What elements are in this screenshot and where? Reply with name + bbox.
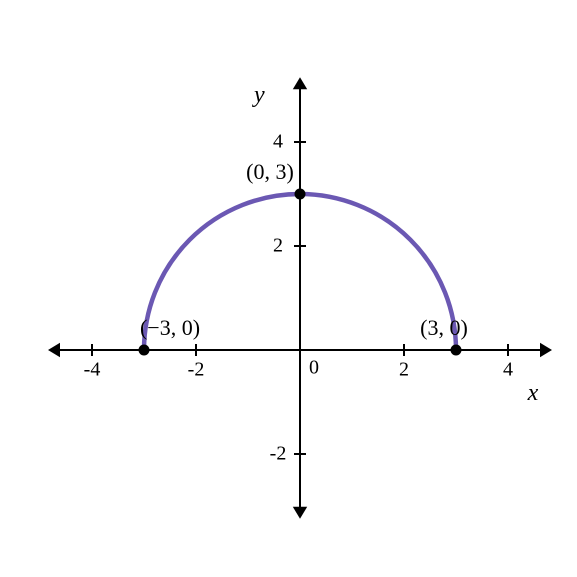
y-tick-label: 2 [273, 235, 283, 258]
y-tick-label: -2 [270, 443, 287, 466]
semicircle-plot: -4-2024-224yx(−3, 0)(0, 3)(3, 0) [0, 0, 577, 577]
x-tick-label: 2 [399, 359, 409, 382]
y-axis-label: y [254, 82, 265, 109]
x-tick-label: 4 [503, 359, 513, 382]
point-label: (−3, 0) [140, 315, 200, 341]
x-tick-label: -2 [188, 359, 205, 382]
point-label: (0, 3) [246, 159, 294, 185]
plot-svg [0, 0, 577, 577]
point-label: (3, 0) [420, 315, 468, 341]
x-tick-label: -4 [84, 359, 101, 382]
y-tick-label: 4 [273, 131, 283, 154]
x-axis-label: x [528, 380, 539, 407]
x-tick-label: 0 [309, 357, 319, 380]
